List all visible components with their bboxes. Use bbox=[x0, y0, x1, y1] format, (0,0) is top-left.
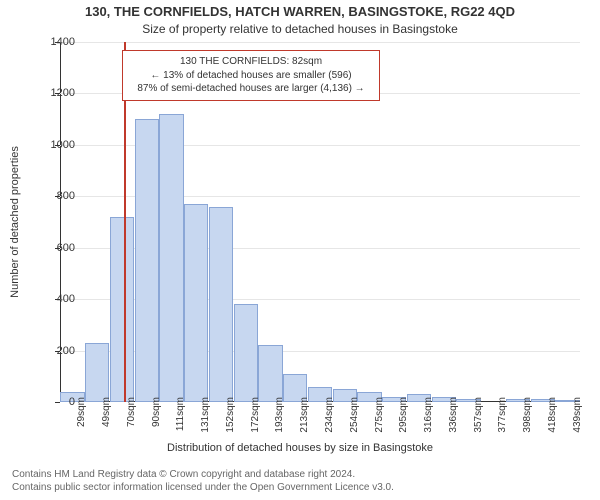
histogram-bar bbox=[135, 119, 159, 402]
y-tick-label: 200 bbox=[35, 345, 75, 357]
y-tick-label: 600 bbox=[35, 242, 75, 254]
x-tick-label: 193sqm bbox=[274, 397, 285, 433]
x-tick-label: 131sqm bbox=[200, 397, 211, 433]
annotation-line-3: 87% of semi-detached houses are larger (… bbox=[129, 82, 373, 96]
chart-plot-area: 29sqm49sqm70sqm90sqm111sqm131sqm152sqm17… bbox=[60, 42, 580, 402]
y-tick-label: 1200 bbox=[35, 87, 75, 99]
annotation-line-2: ← 13% of detached houses are smaller (59… bbox=[129, 69, 373, 83]
histogram-bar bbox=[234, 304, 258, 402]
x-tick-label: 336sqm bbox=[448, 397, 459, 433]
x-tick-label: 254sqm bbox=[349, 397, 360, 433]
x-tick-label: 172sqm bbox=[250, 397, 261, 433]
histogram-bar bbox=[159, 114, 183, 402]
x-tick-label: 398sqm bbox=[522, 397, 533, 433]
x-tick-label: 234sqm bbox=[324, 397, 335, 433]
x-tick-label: 152sqm bbox=[225, 397, 236, 433]
x-tick-label: 295sqm bbox=[398, 397, 409, 433]
histogram-bar bbox=[209, 207, 233, 402]
y-tick-label: 800 bbox=[35, 190, 75, 202]
x-tick-label: 439sqm bbox=[572, 397, 583, 433]
histogram-bar bbox=[110, 217, 134, 402]
y-tick-label: 0 bbox=[35, 396, 75, 408]
annotation-box: 130 THE CORNFIELDS: 82sqm← 13% of detach… bbox=[122, 50, 380, 101]
histogram-bar bbox=[184, 204, 208, 402]
x-tick-label: 357sqm bbox=[473, 397, 484, 433]
y-axis-title-container: Number of detached properties bbox=[8, 42, 22, 402]
y-tick-label: 1400 bbox=[35, 36, 75, 48]
x-axis-title: Distribution of detached houses by size … bbox=[0, 442, 600, 454]
x-tick-label: 275sqm bbox=[374, 397, 385, 433]
y-tick-label: 400 bbox=[35, 293, 75, 305]
y-tick-label: 1000 bbox=[35, 139, 75, 151]
gridline bbox=[60, 42, 580, 43]
footer-line-2: Contains public sector information licen… bbox=[12, 481, 588, 494]
histogram-bar bbox=[258, 345, 282, 402]
page-title: 130, THE CORNFIELDS, HATCH WARREN, BASIN… bbox=[0, 4, 600, 19]
annotation-line-1: 130 THE CORNFIELDS: 82sqm bbox=[129, 55, 373, 69]
histogram-bar bbox=[85, 343, 109, 402]
page-subtitle: Size of property relative to detached ho… bbox=[0, 22, 600, 36]
footer-line-1: Contains HM Land Registry data © Crown c… bbox=[12, 468, 588, 481]
x-tick-label: 316sqm bbox=[423, 397, 434, 433]
x-tick-label: 418sqm bbox=[547, 397, 558, 433]
x-tick-label: 377sqm bbox=[497, 397, 508, 433]
x-tick-label: 111sqm bbox=[175, 397, 186, 431]
x-tick-label: 213sqm bbox=[299, 397, 310, 433]
y-axis-title: Number of detached properties bbox=[9, 146, 21, 298]
footer: Contains HM Land Registry data © Crown c… bbox=[12, 468, 588, 494]
